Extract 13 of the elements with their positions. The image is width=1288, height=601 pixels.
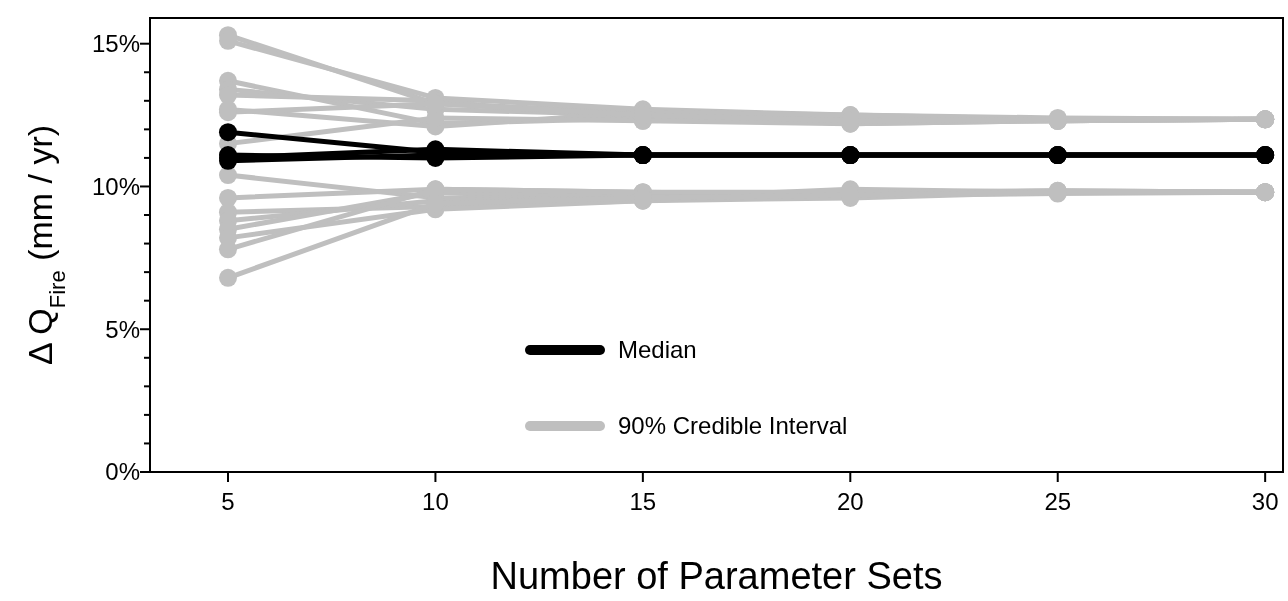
y-tick-label: 5% [105, 315, 140, 343]
x-tick-label: 20 [836, 488, 864, 515]
x-tick-label: 25 [1044, 488, 1072, 515]
legend-label: Median [618, 336, 697, 364]
x-tick-label: 10 [422, 488, 449, 515]
y-tick-label: 10% [91, 172, 140, 200]
x-tick-label: 5 [221, 488, 235, 515]
x-tick-label: 15 [629, 488, 657, 515]
legend-label: 90% Credible Interval [618, 412, 848, 440]
y-tick-label: 0% [105, 458, 140, 486]
x-tick-label: 30 [1251, 488, 1279, 515]
y-tick-label: 15% [91, 30, 140, 58]
x-axis-title: Number of Parameter Sets [490, 555, 943, 597]
